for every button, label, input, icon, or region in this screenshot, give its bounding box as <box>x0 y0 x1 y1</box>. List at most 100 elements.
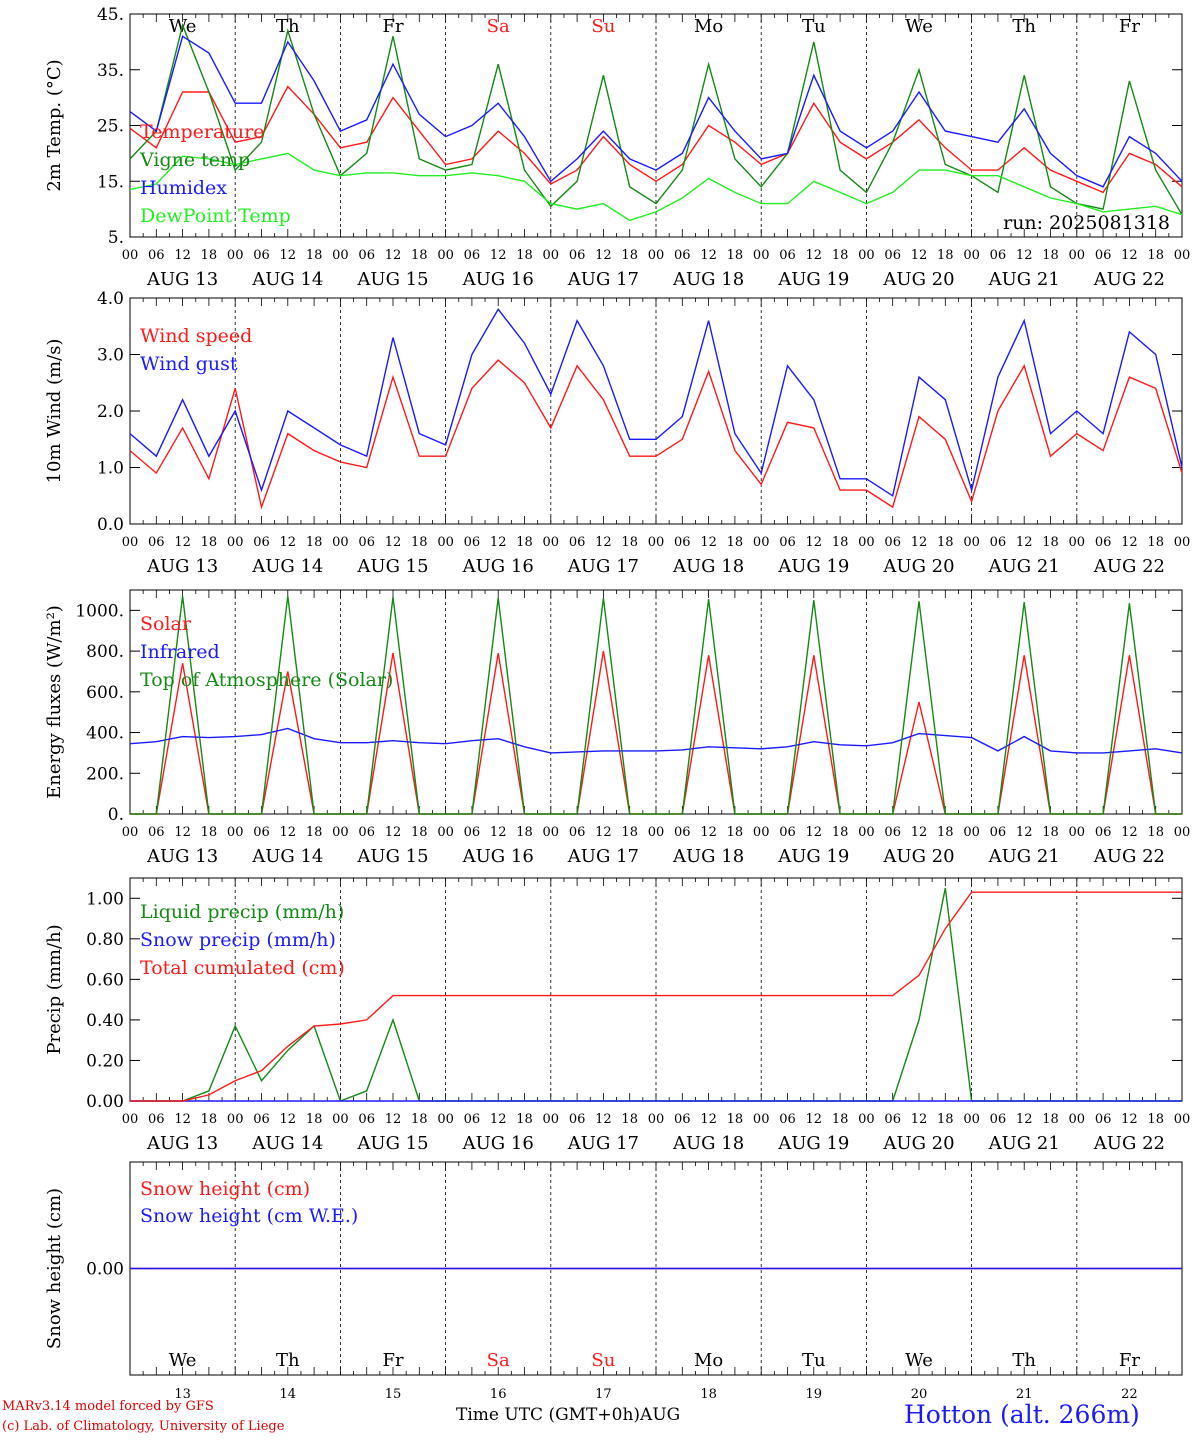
hour-tick-label: 12 <box>385 248 402 263</box>
hour-tick-label: 18 <box>306 1112 323 1127</box>
weekday-label: Sa <box>487 16 510 37</box>
legend-entry: Total cumulated (cm) <box>140 957 345 979</box>
hour-tick-label: 18 <box>937 1112 954 1127</box>
day-number-label: 18 <box>700 1387 717 1402</box>
hour-tick-label: 12 <box>1016 825 1033 840</box>
hour-tick-label: 18 <box>1147 825 1164 840</box>
hour-tick-label: 00 <box>437 535 454 550</box>
y-axis-label: 2m Temp. (°C) <box>44 59 65 191</box>
hour-tick-label: 06 <box>990 535 1007 550</box>
y-tick-label: 15. <box>97 172 124 192</box>
weekday-label: Mo <box>694 16 723 37</box>
y-tick-label: 0.00 <box>86 1260 124 1280</box>
hour-tick-label: 12 <box>490 1112 507 1127</box>
y-tick-label: 25. <box>97 117 124 137</box>
y-tick-label: 3.0 <box>97 346 124 366</box>
day-date-label: AUG 20 <box>882 846 954 867</box>
hour-tick-label: 18 <box>306 248 323 263</box>
hour-tick-label: 06 <box>884 1112 901 1127</box>
day-date-label: AUG 21 <box>988 846 1060 867</box>
weekday-label: Su <box>591 16 615 37</box>
hour-tick-label: 00 <box>1174 825 1191 840</box>
day-date-label: AUG 22 <box>1093 846 1165 867</box>
hour-tick-label: 12 <box>1016 535 1033 550</box>
hour-tick-label: 06 <box>779 248 796 263</box>
y-tick-label: 1000. <box>75 601 124 621</box>
day-date-label: AUG 14 <box>251 1133 323 1154</box>
legend-entry: Snow precip (mm/h) <box>140 929 336 951</box>
day-number-label: 20 <box>911 1387 928 1402</box>
day-number-label: 19 <box>806 1387 823 1402</box>
hour-tick-label: 12 <box>490 825 507 840</box>
day-date-label: AUG 22 <box>1093 1133 1165 1154</box>
hour-tick-label: 06 <box>358 825 375 840</box>
hour-tick-label: 06 <box>148 1112 165 1127</box>
day-date-label: AUG 18 <box>672 1133 744 1154</box>
day-date-label: AUG 18 <box>672 846 744 867</box>
series-line-humidex <box>129 35 1183 188</box>
hour-tick-label: 12 <box>280 535 297 550</box>
day-date-label: AUG 15 <box>356 846 428 867</box>
y-axis-label: Energy fluxes (W/m²) <box>44 605 65 799</box>
hour-tick-label: 18 <box>516 248 533 263</box>
y-tick-label: 0.60 <box>86 970 124 990</box>
hour-tick-label: 12 <box>595 1112 612 1127</box>
y-tick-label: 0.40 <box>86 1011 124 1031</box>
hour-tick-label: 06 <box>464 1112 481 1127</box>
legend-entry: Top of Atmosphere (Solar) <box>140 669 393 691</box>
series-line-temperature <box>129 85 1183 194</box>
hour-tick-label: 00 <box>437 825 454 840</box>
hour-tick-label: 00 <box>122 825 139 840</box>
model-credit: MARv3.14 model forced by GFS <box>2 1399 214 1414</box>
hour-tick-label: 00 <box>122 535 139 550</box>
hour-tick-label: 00 <box>332 535 349 550</box>
hour-tick-label: 00 <box>858 535 875 550</box>
day-date-label: AUG 21 <box>988 269 1060 290</box>
hour-tick-label: 00 <box>648 1112 665 1127</box>
hour-tick-label: 06 <box>1095 1112 1112 1127</box>
hour-tick-label: 06 <box>464 825 481 840</box>
hour-tick-label: 12 <box>700 248 717 263</box>
hour-tick-label: 06 <box>674 535 691 550</box>
hour-tick-label: 12 <box>806 825 823 840</box>
hour-tick-label: 18 <box>1147 535 1164 550</box>
hour-tick-label: 00 <box>1174 248 1191 263</box>
hour-tick-label: 00 <box>963 248 980 263</box>
day-date-label: AUG 13 <box>146 1133 218 1154</box>
y-tick-label: 600. <box>86 683 124 703</box>
hour-tick-label: 18 <box>516 825 533 840</box>
hour-tick-label: 06 <box>358 1112 375 1127</box>
day-date-label: AUG 14 <box>251 556 323 577</box>
hour-tick-label: 12 <box>700 1112 717 1127</box>
legend-entry: Humidex <box>140 177 227 199</box>
weekday-label: Mo <box>694 1350 723 1371</box>
y-tick-label: 2.0 <box>97 402 124 422</box>
hour-tick-label: 00 <box>332 248 349 263</box>
hour-tick-label: 18 <box>516 1112 533 1127</box>
y-tick-label: 400. <box>86 724 124 744</box>
hour-tick-label: 18 <box>1042 825 1059 840</box>
hour-tick-label: 18 <box>727 825 744 840</box>
weekday-label: We <box>905 16 933 37</box>
legend-entry: Solar <box>140 613 192 635</box>
y-tick-label: 1.0 <box>97 459 124 479</box>
hour-tick-label: 18 <box>621 535 638 550</box>
day-number-label: 13 <box>174 1387 191 1402</box>
time-axis-label: Time UTC (GMT+0h)AUG <box>456 1405 681 1425</box>
legend-entry: Liquid precip (mm/h) <box>140 901 344 923</box>
hour-tick-label: 12 <box>595 535 612 550</box>
hour-tick-label: 06 <box>148 825 165 840</box>
hour-tick-label: 00 <box>543 1112 560 1127</box>
hour-tick-label: 00 <box>1174 535 1191 550</box>
hour-tick-label: 18 <box>201 535 218 550</box>
hour-tick-label: 18 <box>1042 535 1059 550</box>
hour-tick-label: 06 <box>990 1112 1007 1127</box>
hour-tick-label: 18 <box>1042 248 1059 263</box>
legend-entry: Infrared <box>140 641 220 663</box>
y-tick-label: 0.80 <box>86 930 124 950</box>
day-date-label: AUG 13 <box>146 556 218 577</box>
day-date-label: AUG 20 <box>882 556 954 577</box>
hour-tick-label: 06 <box>1095 248 1112 263</box>
day-date-label: AUG 16 <box>462 1133 534 1154</box>
